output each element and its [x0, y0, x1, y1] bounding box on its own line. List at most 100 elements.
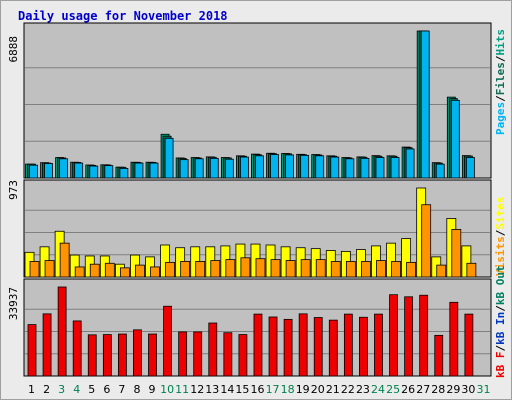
hits-files-pages-bar-pages-21 [330, 156, 340, 179]
visits-sites-bar-sites-12 [195, 261, 206, 278]
kbf-kbin-kbout-bar-kbf-15 [238, 334, 248, 377]
x-tick-label-12: 12 [190, 383, 204, 396]
x-tick-label-17: 17 [266, 383, 280, 396]
x-tick-label-3: 3 [58, 383, 65, 396]
kbf-kbin-kbout-bar-kbf-26 [404, 296, 414, 377]
visits-sites-bar-sites-16 [255, 258, 266, 278]
hits-files-pages-bar-pages-1 [29, 164, 38, 179]
x-tick-label-9: 9 [149, 383, 156, 396]
hits-files-pages-bar-pages-17 [270, 154, 279, 179]
visits-sites-legend: Visits/Sites [494, 197, 507, 277]
hits-files-pages-bar-pages-5 [89, 165, 99, 179]
visits-sites-bar-sites-17 [270, 259, 281, 278]
legend-entry: Pages [494, 102, 507, 135]
x-tick-label-16: 16 [251, 383, 265, 396]
legend-entry: Hits [494, 29, 507, 56]
hits-files-pages-bar-pages-9 [149, 162, 159, 179]
kbf-kbin-kbout-bar-kbf-27 [419, 294, 429, 377]
visits-sites-bar-visits-30 [461, 245, 472, 278]
hits-files-pages-bar-pages-7 [119, 167, 129, 179]
hits-files-pages-bar-pages-13 [209, 157, 219, 179]
kbf-kbin-kbout-bar-kbf-2 [42, 313, 52, 377]
hits-files-pages-bar-pages-12 [194, 158, 204, 179]
hits-files-pages-bar-pages-3 [59, 158, 69, 179]
visits-sites-bar-visits-10 [160, 244, 170, 278]
x-tick-label-19: 19 [296, 383, 310, 396]
legend-entry: / [494, 95, 507, 102]
visits-sites-bar-sites-19 [300, 259, 311, 278]
visits-sites-bar-sites-13 [210, 260, 221, 278]
legend-entry: / [494, 345, 507, 352]
visits-sites-bar-sites-24 [376, 260, 386, 278]
x-tick-label-10: 10 [160, 383, 174, 396]
visits-sites-bar-sites-11 [180, 261, 191, 278]
visits-sites-bar-sites-10 [165, 261, 175, 278]
x-tick-label-23: 23 [356, 383, 370, 396]
visits-sites-bar-sites-3 [59, 242, 70, 278]
x-tick-label-24: 24 [371, 383, 385, 396]
visits-sites-bar-sites-22 [345, 261, 356, 278]
legend-entry: / [494, 55, 507, 62]
x-tick-label-31: 31 [476, 383, 490, 396]
kbf-kbin-kbout-bar-kbf-17 [268, 316, 278, 377]
visits-sites-bar-sites-5 [89, 263, 100, 278]
kbf-kbin-kbout-bar-kbf-22 [343, 313, 353, 377]
visits-sites-bar-sites-20 [315, 259, 326, 278]
hits-files-pages-legend: Pages/Files/Hits [494, 29, 507, 135]
kbf-kbin-kbout-bar-kbf-21 [328, 319, 338, 377]
visits-sites-ymax-label: 973 [7, 180, 20, 200]
visits-sites-bar-sites-27 [421, 204, 432, 278]
hits-files-pages-bar-pages-27 [420, 30, 430, 179]
kbf-kbin-kbout-bar-kbf-12 [193, 331, 203, 377]
visits-sites-bar-sites-14 [225, 259, 236, 278]
visits-sites-bar-visits-4 [69, 254, 80, 278]
x-tick-label-18: 18 [281, 383, 295, 396]
x-tick-label-25: 25 [386, 383, 400, 396]
kbf-kbin-kbout-legend: kB F/kB In/kB Out [494, 265, 507, 378]
kbf-kbin-kbout-bar-kbf-6 [102, 334, 112, 377]
visits-sites-bar-sites-9 [150, 266, 160, 278]
hits-files-pages-bar-pages-26 [405, 148, 415, 179]
hits-files-pages-bar-pages-15 [240, 156, 249, 179]
x-tick-label-28: 28 [431, 383, 445, 396]
hits-files-pages-bar-pages-22 [345, 158, 355, 179]
x-tick-label-4: 4 [73, 383, 80, 396]
chart-title: Daily usage for November 2018 [18, 9, 228, 23]
visits-sites-bar-sites-2 [44, 260, 55, 278]
hits-files-pages-bar-pages-6 [104, 165, 114, 179]
visits-sites-bar-sites-7 [119, 267, 130, 278]
kbf-kbin-kbout-bar-kbf-13 [208, 322, 218, 377]
kbf-kbin-kbout-bar-kbf-19 [298, 313, 308, 377]
hits-files-pages-bar-pages-4 [74, 162, 84, 179]
visits-sites-bar-visits-26 [401, 238, 412, 278]
legend-entry: / [494, 305, 507, 312]
hits-files-pages-bar-pages-14 [224, 158, 234, 179]
hits-files-pages-bar-pages-23 [360, 157, 370, 179]
hits-files-pages-bar-pages-25 [390, 157, 400, 179]
hits-files-pages-ymax-label: 6888 [7, 36, 20, 63]
kbf-kbin-kbout-bar-kbf-8 [133, 329, 142, 377]
x-tick-label-14: 14 [220, 383, 234, 396]
legend-entry: Files [494, 62, 507, 95]
hits-files-pages-bar-pages-24 [375, 157, 385, 179]
kbf-kbin-kbout-bar-kbf-9 [148, 333, 157, 377]
visits-sites-bar-sites-23 [361, 261, 371, 278]
kbf-kbin-kbout-bar-kbf-28 [434, 334, 444, 377]
x-tick-label-26: 26 [401, 383, 415, 396]
kbf-kbin-kbout-bar-kbf-3 [57, 286, 67, 377]
x-tick-label-7: 7 [118, 383, 125, 396]
hits-files-pages-bar-pages-29 [450, 99, 460, 179]
x-tick-label-1: 1 [28, 383, 35, 396]
legend-entry: kB F [494, 352, 507, 379]
x-tick-label-22: 22 [341, 383, 355, 396]
hits-files-pages-bar-pages-16 [255, 155, 264, 179]
visits-sites-bar-sites-1 [29, 261, 40, 278]
visits-sites-bar-sites-28 [436, 264, 447, 278]
kbf-kbin-kbout-bar-kbf-7 [117, 333, 127, 377]
x-tick-label-30: 30 [461, 383, 475, 396]
hits-files-pages-bar-pages-30 [465, 157, 475, 179]
kbf-kbin-kbout-bar-kbf-4 [72, 320, 82, 377]
x-tick-label-6: 6 [103, 383, 110, 396]
kbf-kbin-kbout-bar-kbf-25 [389, 294, 398, 377]
